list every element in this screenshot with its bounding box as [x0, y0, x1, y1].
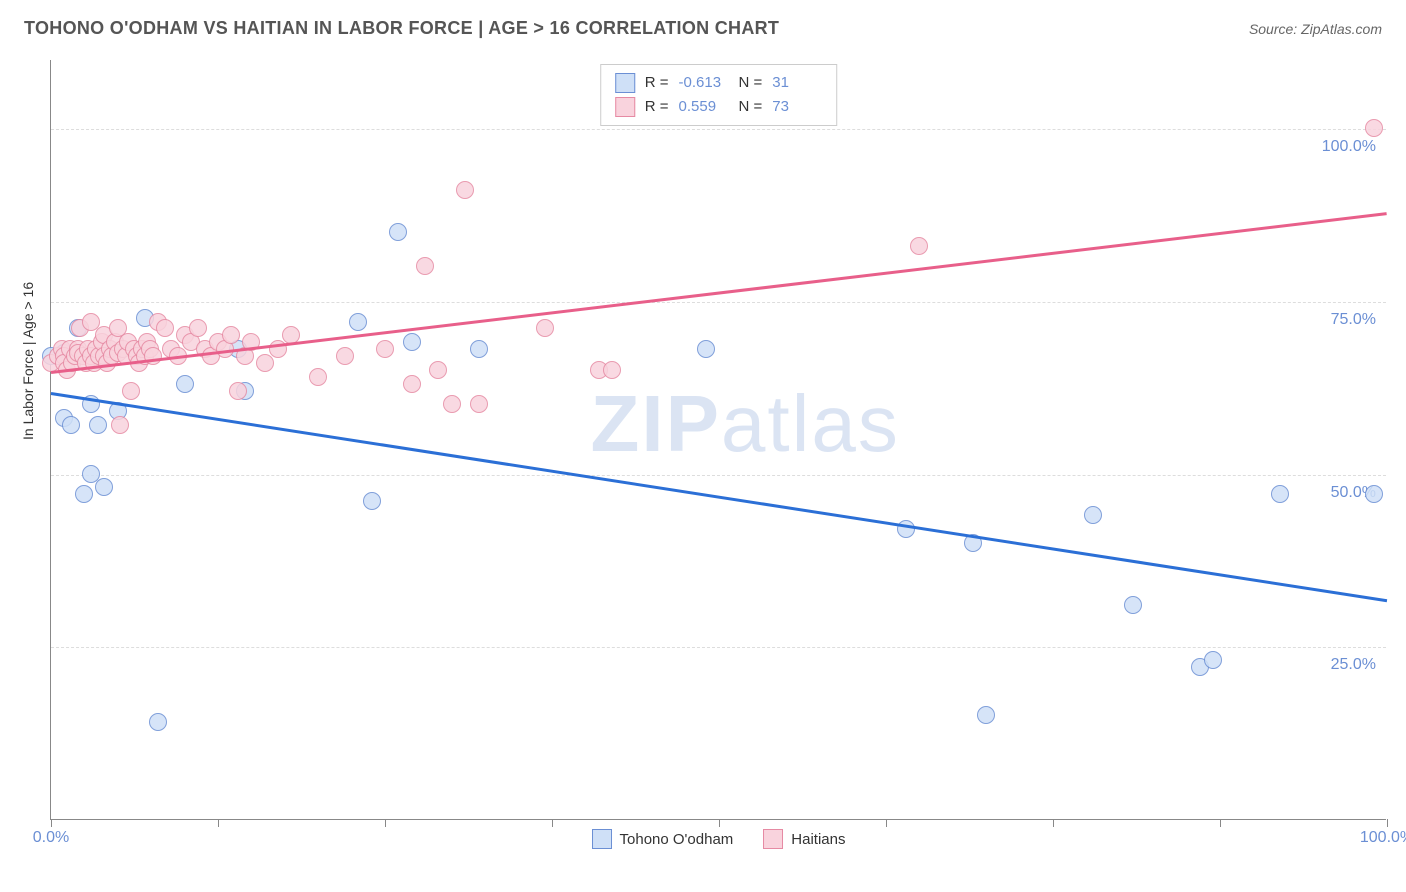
data-point	[456, 181, 474, 199]
x-tick	[719, 819, 720, 827]
data-point	[144, 347, 162, 365]
y-tick-label: 25.0%	[1331, 656, 1376, 674]
y-tick-label: 100.0%	[1322, 138, 1376, 156]
x-tick	[886, 819, 887, 827]
data-point	[349, 313, 367, 331]
data-point	[363, 492, 381, 510]
x-tick-label-right: 100.0%	[1360, 829, 1406, 847]
data-point	[1124, 596, 1142, 614]
data-point	[229, 382, 247, 400]
data-point	[470, 395, 488, 413]
stats-row-series2: R = 0.559 N = 73	[615, 95, 823, 119]
data-point	[1204, 651, 1222, 669]
data-point	[1365, 485, 1383, 503]
data-point	[416, 257, 434, 275]
stat-r-label: R =	[645, 71, 669, 95]
data-point	[149, 713, 167, 731]
grid-line	[51, 647, 1386, 648]
source-attribution: Source: ZipAtlas.com	[1249, 21, 1382, 37]
x-tick	[552, 819, 553, 827]
legend-label-1: Tohono O'odham	[620, 831, 734, 848]
legend-item-series1: Tohono O'odham	[592, 829, 734, 849]
swatch-series2	[615, 97, 635, 117]
swatch-series1	[615, 73, 635, 93]
data-point	[89, 416, 107, 434]
stat-n-label: N =	[739, 95, 763, 119]
legend-label-2: Haitians	[791, 831, 845, 848]
data-point	[536, 319, 554, 337]
chart-title: TOHONO O'ODHAM VS HAITIAN IN LABOR FORCE…	[24, 18, 779, 39]
stat-r-label: R =	[645, 95, 669, 119]
data-point	[977, 706, 995, 724]
data-point	[443, 395, 461, 413]
data-point	[389, 223, 407, 241]
x-tick	[1053, 819, 1054, 827]
data-point	[189, 319, 207, 337]
y-tick-label: 75.0%	[1331, 311, 1376, 329]
data-point	[156, 319, 174, 337]
data-point	[403, 375, 421, 393]
y-axis-label: In Labor Force | Age > 16	[20, 282, 36, 440]
data-point	[122, 382, 140, 400]
data-point	[403, 333, 421, 351]
x-tick	[385, 819, 386, 827]
data-point	[1271, 485, 1289, 503]
data-point	[897, 520, 915, 538]
data-point	[309, 368, 327, 386]
data-point	[75, 485, 93, 503]
legend-swatch-1	[592, 829, 612, 849]
legend-item-series2: Haitians	[763, 829, 845, 849]
data-point	[1084, 506, 1102, 524]
data-point	[95, 478, 113, 496]
grid-line	[51, 475, 1386, 476]
stat-n-value-2: 73	[772, 95, 822, 119]
x-tick	[218, 819, 219, 827]
data-point	[62, 416, 80, 434]
x-tick	[1220, 819, 1221, 827]
grid-line	[51, 302, 1386, 303]
data-point	[176, 375, 194, 393]
data-point	[376, 340, 394, 358]
x-tick-label-left: 0.0%	[33, 829, 69, 847]
data-point	[470, 340, 488, 358]
trend-line	[51, 392, 1387, 602]
data-point	[111, 416, 129, 434]
legend: Tohono O'odham Haitians	[592, 829, 846, 849]
watermark: ZIPatlas	[590, 378, 899, 470]
data-point	[256, 354, 274, 372]
data-point	[429, 361, 447, 379]
data-point	[1365, 119, 1383, 137]
data-point	[603, 361, 621, 379]
scatter-chart: ZIPatlas R = -0.613 N = 31 R = 0.559 N =…	[50, 60, 1386, 820]
stat-r-value-1: -0.613	[679, 71, 729, 95]
correlation-stats-box: R = -0.613 N = 31 R = 0.559 N = 73	[600, 64, 838, 126]
x-tick	[1387, 819, 1388, 827]
data-point	[910, 237, 928, 255]
stat-n-value-1: 31	[772, 71, 822, 95]
x-tick	[51, 819, 52, 827]
stat-r-value-2: 0.559	[679, 95, 729, 119]
grid-line	[51, 129, 1386, 130]
stat-n-label: N =	[739, 71, 763, 95]
legend-swatch-2	[763, 829, 783, 849]
data-point	[222, 326, 240, 344]
data-point	[336, 347, 354, 365]
data-point	[697, 340, 715, 358]
trend-line	[51, 212, 1387, 373]
stats-row-series1: R = -0.613 N = 31	[615, 71, 823, 95]
